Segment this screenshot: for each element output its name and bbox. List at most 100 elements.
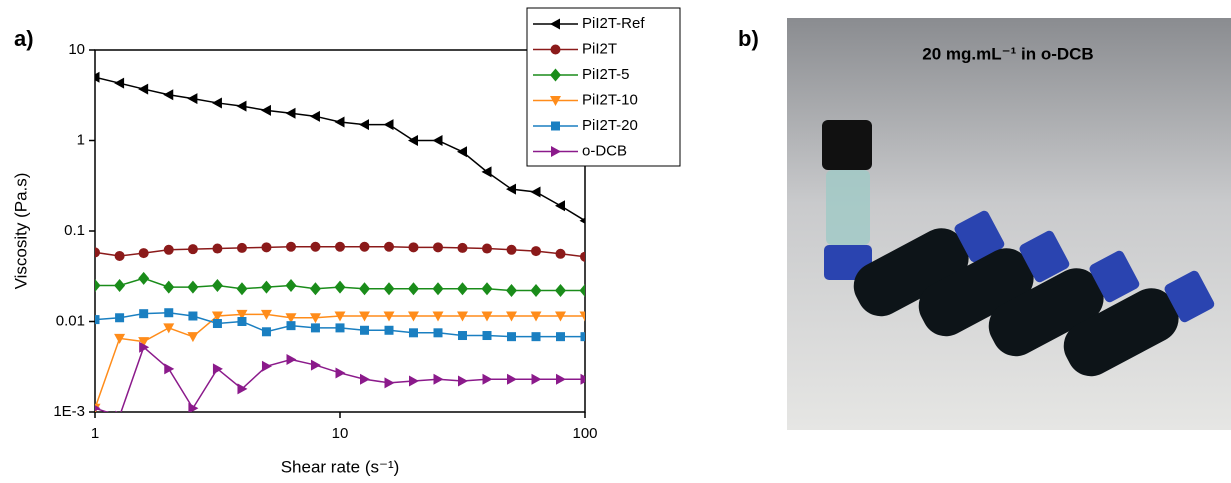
- marker: [187, 244, 198, 255]
- marker: [580, 373, 585, 385]
- marker: [188, 311, 198, 321]
- marker: [285, 107, 296, 119]
- marker: [115, 313, 125, 323]
- x-tick-label: 1: [91, 425, 99, 442]
- marker: [236, 242, 247, 253]
- vial: [826, 170, 870, 245]
- marker: [95, 247, 100, 258]
- marker: [432, 135, 443, 146]
- marker: [456, 311, 468, 322]
- marker: [163, 89, 174, 101]
- marker: [456, 282, 468, 296]
- marker: [554, 284, 566, 298]
- x-tick-label: 100: [572, 425, 597, 442]
- marker: [164, 363, 175, 375]
- marker: [139, 341, 150, 353]
- marker: [95, 405, 101, 412]
- marker: [550, 18, 560, 30]
- marker: [580, 251, 585, 262]
- marker: [384, 377, 395, 389]
- marker: [457, 242, 468, 253]
- marker: [506, 311, 518, 322]
- marker: [285, 313, 297, 324]
- marker: [551, 146, 561, 157]
- marker: [384, 325, 394, 335]
- marker: [138, 248, 149, 259]
- marker: [237, 317, 247, 326]
- marker: [359, 311, 371, 322]
- marker: [432, 282, 444, 296]
- marker: [481, 166, 492, 178]
- x-tick-label: 10: [332, 425, 349, 442]
- marker: [407, 135, 418, 146]
- marker: [188, 402, 199, 412]
- marker: [506, 284, 518, 298]
- marker: [95, 71, 100, 83]
- marker: [433, 373, 444, 385]
- marker: [531, 373, 542, 385]
- legend-label: PiI2T-5: [582, 66, 630, 83]
- marker: [407, 311, 419, 322]
- marker: [261, 242, 272, 253]
- marker: [334, 280, 346, 294]
- marker: [360, 373, 371, 385]
- marker: [408, 328, 418, 338]
- marker: [187, 280, 199, 294]
- marker: [114, 333, 126, 344]
- marker: [481, 311, 493, 322]
- marker: [359, 119, 370, 131]
- marker: [286, 321, 296, 331]
- marker: [359, 282, 371, 296]
- marker: [432, 311, 444, 322]
- plot-area: [95, 71, 585, 412]
- marker: [551, 121, 560, 131]
- marker: [95, 315, 100, 325]
- marker: [334, 311, 346, 322]
- marker: [138, 337, 150, 348]
- y-axis-label: Viscosity (Pa.s): [11, 173, 30, 290]
- marker: [187, 93, 198, 105]
- marker: [482, 331, 492, 341]
- marker: [481, 243, 492, 254]
- marker: [212, 319, 222, 329]
- panel-label: a): [14, 26, 34, 51]
- marker: [579, 284, 585, 298]
- marker: [309, 110, 320, 122]
- photo-caption: 20 mg.mL⁻¹ in o-DCB: [922, 44, 1093, 63]
- marker: [530, 186, 541, 198]
- vial-cap: [822, 120, 872, 170]
- marker: [384, 241, 395, 252]
- plot-frame: [94, 49, 586, 413]
- marker: [554, 311, 566, 322]
- marker: [580, 332, 585, 342]
- marker: [579, 217, 585, 224]
- marker: [530, 284, 542, 298]
- marker: [506, 244, 517, 255]
- legend-box: [526, 7, 681, 167]
- marker: [211, 278, 223, 292]
- legend-label: PiI2T-10: [582, 91, 638, 108]
- marker: [335, 367, 346, 379]
- marker: [310, 359, 321, 371]
- marker: [236, 309, 248, 320]
- marker: [433, 328, 443, 338]
- legend-label: PiI2T: [582, 40, 617, 57]
- marker: [550, 44, 561, 55]
- marker: [507, 332, 517, 342]
- legend-label: PiI2T-Ref: [582, 15, 645, 32]
- marker: [212, 243, 223, 254]
- marker: [115, 410, 118, 412]
- marker: [211, 97, 222, 109]
- marker: [530, 311, 542, 322]
- marker: [531, 246, 542, 257]
- marker: [261, 360, 272, 372]
- marker: [114, 77, 125, 89]
- marker: [95, 278, 101, 292]
- marker: [433, 242, 444, 253]
- marker: [310, 241, 321, 252]
- y-tick-label: 1E-3: [53, 403, 85, 420]
- marker: [164, 308, 174, 318]
- marker: [408, 242, 419, 253]
